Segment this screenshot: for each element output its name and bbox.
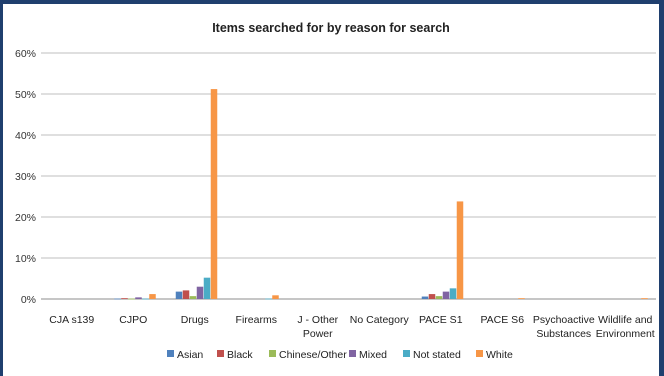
x-tick-label: Drugs <box>181 314 209 326</box>
bar-white <box>641 298 648 299</box>
legend-swatch <box>167 350 174 357</box>
x-tick-label: CJPO <box>119 314 147 326</box>
x-tick-label: J - Other Power <box>297 314 338 340</box>
bar-mixed <box>196 286 204 299</box>
bar-black <box>182 290 190 299</box>
x-tick-label-line: Substances <box>536 328 591 340</box>
bar-not-stated <box>265 298 272 300</box>
legend-label: Not stated <box>413 349 461 361</box>
x-tick-label-line: Drugs <box>181 314 209 326</box>
y-tick-label: 20% <box>15 212 36 224</box>
x-tick-label-line: No Category <box>350 314 410 326</box>
x-tick-label-line: Environment <box>596 328 655 340</box>
legend: Asian Black Chinese/Other Mixed Not stated Wh… <box>167 349 513 361</box>
bar-white <box>210 89 218 299</box>
y-tick-label: 0% <box>21 294 36 306</box>
x-tick-label-line: Wildlife and <box>598 314 652 326</box>
legend-label: Asian <box>177 349 203 361</box>
legend-label: White <box>486 349 513 361</box>
x-tick-label-line: Power <box>303 328 333 340</box>
bar-not-stated <box>142 298 149 300</box>
bar-white <box>272 295 279 299</box>
x-tick-label: Psychoactive Substances <box>533 314 595 340</box>
legend-swatch <box>349 350 356 357</box>
bar-black <box>428 294 436 299</box>
x-tick-label-line: Firearms <box>236 314 277 326</box>
x-tick-label-line: Psychoactive <box>533 314 595 326</box>
bar-chinese-other <box>128 298 135 300</box>
legend-swatch <box>217 350 224 357</box>
bar-black <box>121 298 128 299</box>
legend-swatch <box>403 350 410 357</box>
x-tick-label-line: CJA s139 <box>49 314 94 326</box>
bar-white <box>149 294 156 299</box>
chart-title: Items searched for by reason for search <box>212 21 450 35</box>
bars <box>114 89 648 300</box>
x-tick-label-line: J - Other <box>297 314 338 326</box>
x-tick-label: CJA s139 <box>49 314 94 326</box>
y-tick-label: 40% <box>15 130 36 142</box>
bar-mixed <box>135 297 142 299</box>
y-tick-label: 60% <box>15 48 36 60</box>
legend-swatch <box>476 350 483 357</box>
x-tick-label: Wildlife and Environment <box>596 314 655 340</box>
legend-label: Chinese/Other <box>279 349 347 361</box>
y-tick-label: 10% <box>15 253 36 265</box>
bar-asian <box>421 296 429 299</box>
bar-chinese-other <box>435 296 443 299</box>
legend-label: Mixed <box>359 349 387 361</box>
x-tick-label: No Category <box>350 314 410 326</box>
bar-not-stated <box>203 277 211 299</box>
bar-chinese-other <box>189 296 197 299</box>
x-tick-label: Firearms <box>236 314 277 326</box>
y-tick-label: 50% <box>15 89 36 101</box>
bar-white <box>456 201 464 299</box>
legend-label: Black <box>227 349 253 361</box>
chart-frame: Items searched for by reason for search … <box>3 3 659 376</box>
x-axis-ticks: CJA s139 CJPO Drugs Firearms J - Other Power N… <box>49 314 655 340</box>
x-tick-label-line: PACE S1 <box>419 314 463 326</box>
x-tick-label: PACE S6 <box>480 314 524 326</box>
y-axis-ticks: 0% 10% 20% 30% 40% 50% 60% <box>15 48 36 306</box>
bar-chart: Items searched for by reason for search … <box>15 21 656 361</box>
bar-asian <box>175 291 183 299</box>
bar-white <box>518 298 525 299</box>
x-tick-label-line: CJPO <box>119 314 147 326</box>
gridlines <box>41 52 656 300</box>
bar-not-stated <box>449 288 457 299</box>
bar-asian <box>114 298 121 300</box>
x-tick-label: PACE S1 <box>419 314 463 326</box>
y-tick-label: 30% <box>15 171 36 183</box>
bar-mixed <box>442 291 450 299</box>
legend-swatch <box>269 350 276 357</box>
x-tick-label-line: PACE S6 <box>480 314 524 326</box>
